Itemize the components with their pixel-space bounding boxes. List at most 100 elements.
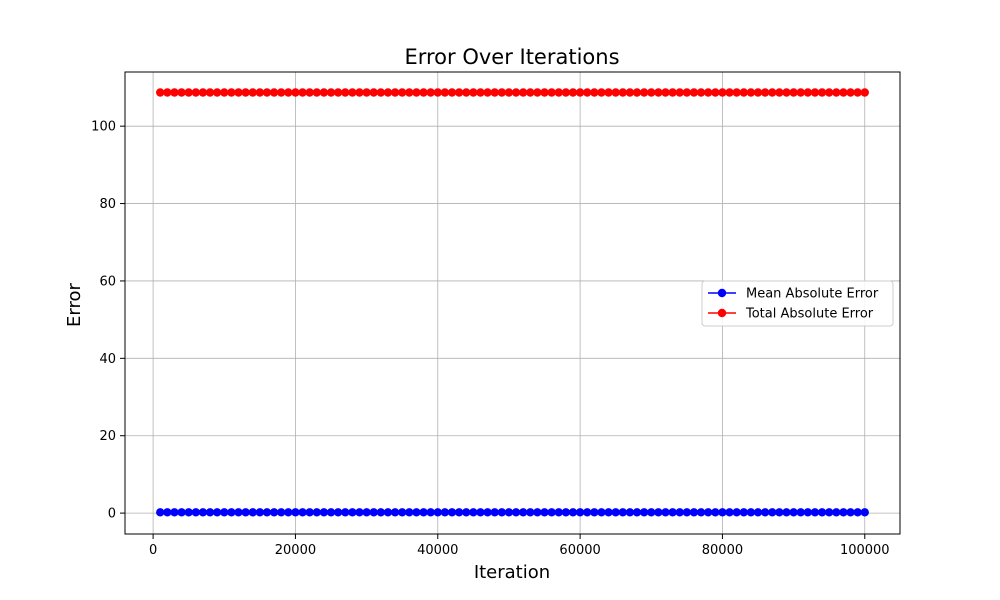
y-tick-label: 0 (108, 507, 116, 522)
data-point (412, 88, 421, 97)
data-point (483, 508, 492, 517)
data-point (383, 508, 393, 517)
data-point (305, 88, 314, 97)
data-point (269, 88, 279, 97)
data-point (689, 88, 699, 97)
data-point (376, 508, 386, 517)
data-point (390, 508, 400, 517)
data-point (789, 508, 798, 517)
data-point (319, 88, 329, 97)
data-point (832, 508, 841, 517)
data-point (832, 88, 841, 97)
data-point (625, 508, 635, 517)
data-point (163, 508, 172, 517)
legend-label: Mean Absolute Error (746, 287, 879, 302)
data-point (170, 508, 179, 517)
data-point (611, 508, 620, 517)
data-point (390, 88, 400, 97)
data-point (177, 508, 186, 517)
data-point (440, 508, 450, 517)
data-point (860, 508, 869, 517)
data-point (277, 88, 286, 97)
data-point (305, 508, 314, 517)
data-point (618, 88, 628, 97)
x-axis-title: Iteration (474, 562, 550, 583)
data-point (504, 88, 514, 97)
x-tick-label: 60000 (559, 543, 600, 558)
data-point (447, 508, 457, 517)
data-point (668, 88, 677, 97)
data-point (156, 508, 165, 517)
data-point (632, 88, 642, 97)
data-point (803, 508, 813, 517)
data-point (597, 88, 606, 97)
data-point (540, 508, 549, 517)
data-point (405, 88, 414, 97)
y-tick-label: 100 (91, 120, 116, 135)
data-point (590, 508, 599, 517)
data-point (639, 88, 649, 97)
data-point (661, 508, 670, 517)
data-point (362, 88, 371, 97)
data-point (654, 88, 663, 97)
data-point (647, 508, 656, 517)
data-point (725, 508, 734, 517)
data-point (860, 88, 869, 97)
data-point (704, 508, 713, 517)
data-point (462, 88, 471, 97)
data-point (782, 88, 791, 97)
data-point (583, 88, 592, 97)
data-point (675, 508, 684, 517)
data-point (526, 88, 535, 97)
data-point (775, 508, 784, 517)
data-point (547, 508, 556, 517)
data-point (632, 508, 642, 517)
data-point (711, 88, 720, 97)
data-point (775, 88, 784, 97)
data-point (810, 88, 820, 97)
data-point (518, 508, 528, 517)
data-point (810, 508, 820, 517)
data-point (533, 508, 542, 517)
data-point (341, 508, 350, 517)
data-point (319, 508, 329, 517)
data-point (839, 88, 848, 97)
data-point (440, 88, 450, 97)
data-point (604, 88, 613, 97)
data-point (554, 88, 563, 97)
data-point (198, 88, 208, 97)
legend-label: Total Absolute Error (745, 307, 874, 322)
data-point (846, 88, 855, 97)
x-tick-label: 40000 (417, 543, 458, 558)
data-point (212, 508, 222, 517)
data-point (333, 508, 343, 517)
data-point (255, 508, 265, 517)
data-point (696, 508, 706, 517)
data-point (554, 508, 563, 517)
legend-marker (717, 308, 727, 318)
x-tick-label: 100000 (840, 543, 890, 558)
data-point (682, 88, 692, 97)
data-point (191, 88, 201, 97)
data-point (739, 88, 748, 97)
data-point (625, 88, 635, 97)
data-point (583, 508, 592, 517)
data-point (234, 88, 243, 97)
data-point (476, 88, 485, 97)
y-tick-label: 20 (99, 429, 116, 444)
data-point (369, 88, 378, 97)
data-point (198, 508, 208, 517)
data-point (220, 508, 229, 517)
data-point (397, 88, 407, 97)
data-point (348, 88, 357, 97)
legend-box (701, 280, 894, 327)
data-point (590, 88, 599, 97)
legend-marker (717, 288, 727, 298)
data-point (454, 508, 464, 517)
data-point (490, 508, 499, 517)
data-point (497, 508, 507, 517)
data-point (768, 88, 777, 97)
data-point (163, 88, 172, 97)
y-axis-title: Error (64, 282, 85, 326)
data-point (234, 508, 243, 517)
